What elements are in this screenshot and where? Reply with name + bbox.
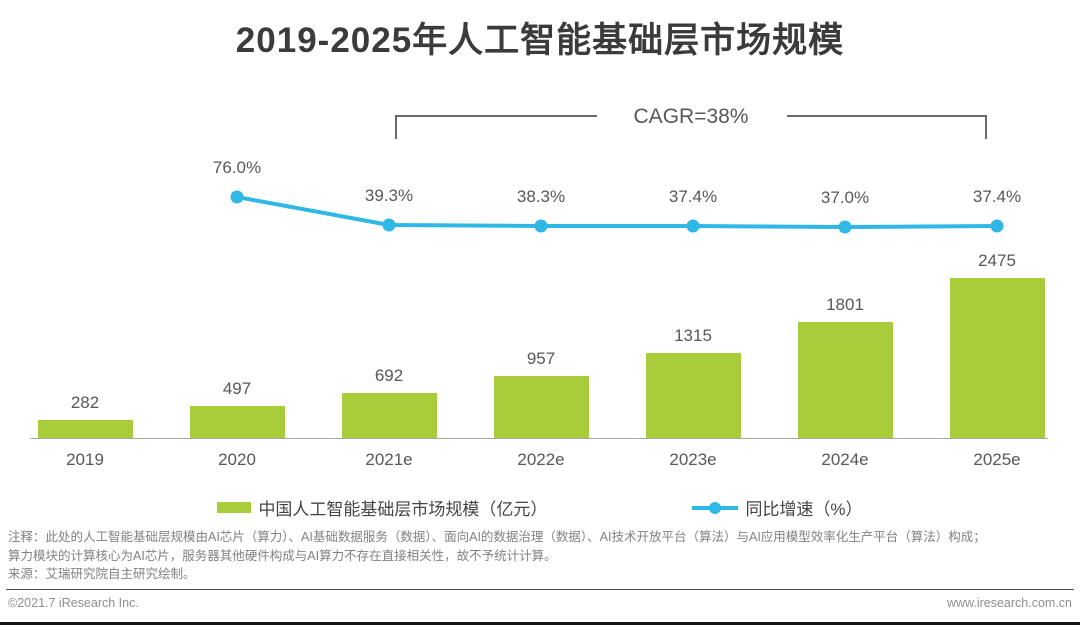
x-axis-label: 2020 — [218, 450, 256, 469]
growth-point-label: 37.4% — [972, 187, 1022, 206]
copyright-text: ©2021.7 iResearch Inc. — [8, 596, 139, 610]
bar — [797, 322, 893, 438]
bar-value-label: 2475 — [978, 251, 1016, 270]
x-axis-label: 2025e — [973, 450, 1021, 469]
note-line-2: 算力模块的计算核心为AI芯片，服务器其他硬件构成与AI算力不存在直接相关性，故不… — [8, 548, 557, 563]
bar-value-label: 282 — [70, 393, 100, 412]
line-legend-dot-icon — [709, 501, 722, 514]
bar — [645, 353, 741, 438]
line-legend-marker — [692, 501, 739, 514]
cagr-label: CAGR=38% — [633, 105, 749, 128]
bar-value-label: 692 — [374, 366, 404, 385]
x-axis-label: 2021e — [365, 450, 413, 469]
x-axis-label: 2022e — [517, 450, 565, 469]
growth-point-label: 37.4% — [668, 187, 718, 206]
bar-legend-label: 中国人工智能基础层市场规模（亿元） — [258, 500, 548, 519]
growth-point-label: 39.3% — [364, 186, 414, 205]
x-axis-label: 2024e — [821, 450, 869, 469]
note-source: 来源：艾瑞研究院自主研究绘制。 — [8, 567, 196, 581]
bar — [189, 406, 285, 438]
bar — [493, 376, 589, 438]
bar — [949, 278, 1045, 438]
growth-point-label: 37.0% — [820, 188, 870, 207]
growth-point — [686, 219, 700, 233]
growth-point — [838, 220, 852, 234]
chart-area: 282 2019 497 2020 76.0% 692 2021e 39.3% 957 2022e… — [30, 158, 1048, 469]
note-line-1: 注释：此处的人工智能基础层规模由AI芯片（算力）、AI基础数据服务（数据）、面向… — [8, 530, 986, 544]
bar — [341, 393, 437, 438]
cagr-bracket-left — [395, 115, 597, 139]
x-axis-label: 2019 — [66, 450, 104, 469]
footer-divider — [6, 589, 1074, 590]
growth-point — [230, 190, 244, 204]
growth-line-chart — [230, 190, 1004, 234]
legend: 中国人工智能基础层市场规模（亿元） 同比增速（%） — [0, 495, 1080, 520]
line-legend-label: 同比增速（%） — [745, 500, 863, 519]
x-axis-label: 2023e — [669, 450, 717, 469]
bar-value-label: 1801 — [826, 295, 864, 314]
bar-value-label: 1315 — [674, 326, 712, 345]
bar-value-label: 497 — [222, 379, 252, 398]
growth-point — [534, 219, 548, 233]
cagr-bracket-right — [787, 115, 987, 139]
notes: 注释：此处的人工智能基础层规模由AI芯片（算力）、AI基础数据服务（数据）、面向… — [8, 528, 1072, 584]
bar — [37, 420, 133, 438]
growth-point — [382, 218, 396, 232]
website-url: www.iresearch.com.cn — [946, 596, 1072, 610]
growth-point-label: 38.3% — [516, 187, 566, 206]
legend-item-line: 同比增速（%） — [692, 495, 863, 520]
bottom-border — [0, 622, 1080, 625]
x-axis-line — [30, 438, 1048, 439]
footer: ©2021.7 iResearch Inc. www.iresearch.com… — [8, 596, 1072, 610]
bar-legend-swatch — [217, 502, 252, 513]
bar-value-label: 957 — [526, 349, 556, 368]
growth-point-label: 76.0% — [212, 158, 262, 177]
legend-item-bar: 中国人工智能基础层市场规模（亿元） — [217, 495, 547, 520]
growth-line — [236, 195, 998, 230]
cagr-bracket: CAGR=38% — [395, 105, 987, 143]
growth-point — [990, 219, 1004, 233]
chart-title: 2019-2025年人工智能基础层市场规模 — [235, 21, 845, 60]
